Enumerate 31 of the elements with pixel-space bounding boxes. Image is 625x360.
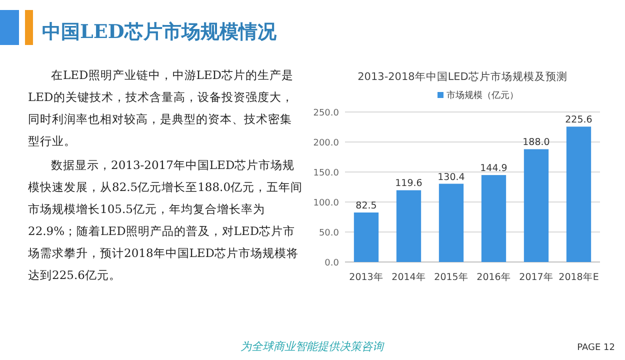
data-label: 119.6: [395, 178, 422, 190]
y-tick-label: 200.0: [313, 138, 340, 148]
y-tick-label: 150.0: [313, 168, 340, 178]
bar: [566, 126, 592, 262]
x-tick-label: 2017年: [519, 271, 554, 283]
x-tick-label: 2014年: [392, 271, 426, 283]
bar: [396, 190, 422, 262]
legend-label: 市场规模（亿元）: [446, 90, 518, 101]
text: 为全球商业智能提供决策咨询: [240, 340, 384, 353]
data-label: 82.5: [356, 200, 377, 212]
data-label: 225.6: [565, 114, 592, 126]
text: 在LED照明产业链中，中游LED芯片的生产是LED的关键技术，技术含量高，设备投资强度大，同时利润率也相对较高，是典型的资本、技术密集型行业。: [28, 67, 295, 150]
bar: [524, 149, 549, 262]
bar: [481, 175, 506, 262]
bar: [354, 212, 379, 262]
bar: [438, 184, 464, 262]
chart-title: 2013-2018年中国LED芯片市场规模及预测: [358, 70, 568, 83]
x-tick-label: 2016年: [476, 271, 511, 283]
text: 中国LED芯片市场规模情况: [42, 21, 278, 43]
data-label: 144.9: [480, 163, 508, 174]
y-tick-label: 50.0: [318, 228, 340, 238]
text: 数据显示，2013-2017年中国LED芯片市场规模快速发展，从82.5亿元增长至188.0亿元，五年间市场规模增长105.5亿元，年均复合增长率为22.9%；随着LED照明产品的普及，对LED芯片市场需求攀升，预计2018年中国LED芯片市场规模将达到225.6亿元。: [28, 157, 303, 284]
data-label: 188.0: [522, 137, 550, 148]
x-tick-label: 2013年: [349, 271, 384, 283]
y-tick-label: 0.0: [324, 258, 340, 268]
y-tick-label: 100.0: [313, 198, 340, 208]
data-label: 130.4: [438, 172, 465, 183]
x-tick-label: 2018年E: [558, 271, 599, 283]
text: PAGE 12: [577, 343, 615, 353]
y-tick-label: 250.0: [313, 108, 340, 118]
x-tick-label: 2015年: [434, 271, 468, 283]
